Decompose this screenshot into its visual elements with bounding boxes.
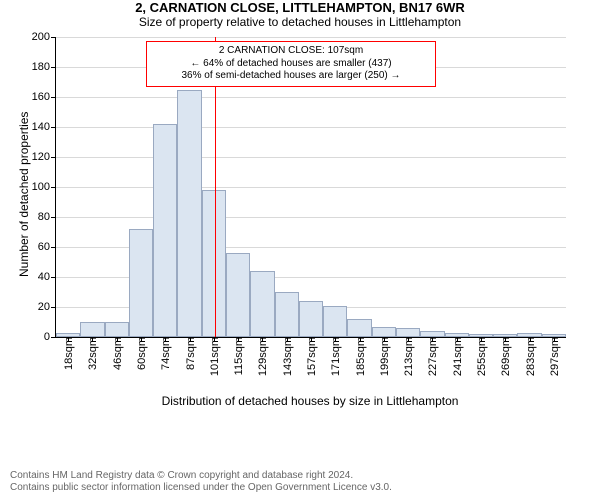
annotation-line: 36% of semi-detached houses are larger (… [155, 70, 427, 83]
histogram-bar [323, 306, 347, 338]
y-tick-label: 180 [32, 61, 56, 73]
x-tick-label: 213sqm [401, 337, 415, 376]
y-tick-label: 0 [44, 331, 56, 343]
annotation-line: 2 CARNATION CLOSE: 107sqm [155, 45, 427, 58]
gridline [56, 127, 566, 128]
chart-title: 2, CARNATION CLOSE, LITTLEHAMPTON, BN17 … [0, 0, 600, 15]
x-tick-label: 283sqm [523, 337, 537, 376]
histogram-bar [396, 328, 420, 337]
gridline [56, 97, 566, 98]
x-tick-label: 101sqm [207, 337, 221, 376]
footer: Contains HM Land Registry data © Crown c… [0, 470, 392, 494]
histogram-bar [105, 322, 129, 337]
x-tick-label: 143sqm [280, 337, 294, 376]
chart-container: Number of detached properties 0204060801… [55, 37, 600, 338]
x-tick-label: 115sqm [231, 337, 245, 375]
y-tick-label: 100 [32, 181, 56, 193]
y-axis-label: Number of detached properties [17, 112, 31, 277]
annotation-box: 2 CARNATION CLOSE: 107sqm← 64% of detach… [146, 41, 436, 87]
gridline [56, 37, 566, 38]
y-tick-label: 120 [32, 151, 56, 163]
x-axis-label: Distribution of detached houses by size … [55, 394, 565, 408]
x-tick-label: 227sqm [425, 337, 439, 376]
gridline [56, 187, 566, 188]
gridline [56, 217, 566, 218]
y-tick-label: 20 [38, 301, 56, 313]
plot-area: 02040608010012014016018020018sqm32sqm46s… [55, 37, 566, 338]
x-tick-label: 185sqm [353, 337, 367, 376]
histogram-bar [347, 319, 371, 337]
histogram-bar [80, 322, 104, 337]
y-tick-label: 60 [38, 241, 56, 253]
x-tick-label: 129sqm [255, 337, 269, 376]
x-tick-label: 171sqm [328, 337, 342, 376]
x-tick-label: 297sqm [547, 337, 561, 376]
chart-subtitle: Size of property relative to detached ho… [0, 15, 600, 29]
histogram-bar [250, 271, 274, 337]
y-tick-label: 160 [32, 91, 56, 103]
annotation-line: ← 64% of detached houses are smaller (43… [155, 58, 427, 71]
x-tick-label: 32sqm [85, 337, 99, 370]
x-tick-label: 157sqm [304, 337, 318, 376]
histogram-bar [153, 124, 177, 337]
y-tick-label: 80 [38, 211, 56, 223]
y-tick-label: 200 [32, 31, 56, 43]
x-tick-label: 241sqm [450, 337, 464, 376]
x-tick-label: 60sqm [134, 337, 148, 370]
histogram-bar [372, 327, 396, 338]
histogram-bar [129, 229, 153, 337]
x-tick-label: 18sqm [61, 337, 75, 370]
x-tick-label: 255sqm [474, 337, 488, 376]
x-tick-label: 269sqm [498, 337, 512, 376]
footer-line-2: Contains public sector information licen… [10, 482, 392, 494]
y-tick-label: 40 [38, 271, 56, 283]
histogram-bar [226, 253, 250, 337]
y-tick-label: 140 [32, 121, 56, 133]
histogram-bar [275, 292, 299, 337]
x-tick-label: 74sqm [158, 337, 172, 370]
gridline [56, 157, 566, 158]
x-tick-label: 46sqm [110, 337, 124, 370]
histogram-bar [299, 301, 323, 337]
histogram-bar [177, 90, 201, 338]
x-tick-label: 199sqm [377, 337, 391, 376]
footer-line-1: Contains HM Land Registry data © Crown c… [10, 470, 392, 482]
x-tick-label: 87sqm [183, 337, 197, 370]
